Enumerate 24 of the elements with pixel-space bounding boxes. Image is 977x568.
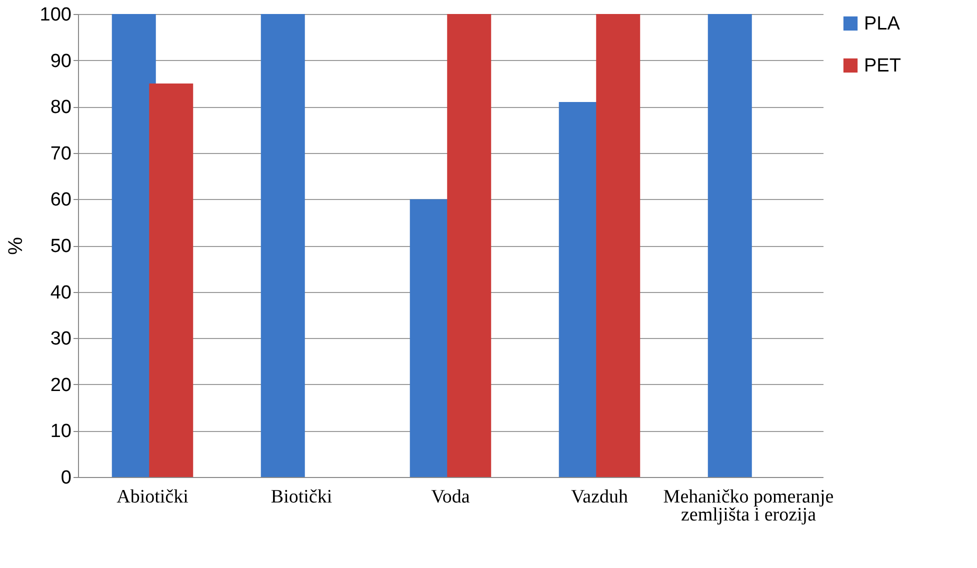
y-tick-label: 40 — [50, 282, 72, 304]
x-tick-label: Voda — [431, 486, 470, 508]
y-tick-label: 0 — [60, 468, 72, 488]
y-tick-label: 10 — [50, 421, 72, 442]
y-tick-label: 90 — [50, 50, 72, 72]
bar — [596, 14, 640, 477]
y-tick-label: 20 — [50, 374, 72, 396]
bar — [447, 14, 492, 477]
x-tick-label: Abiotički — [116, 486, 188, 508]
x-tick-label: Biotički — [270, 486, 332, 508]
bar — [149, 83, 194, 477]
x-tick-label: Mehaničko pomeranje zemljišta i erozija — [663, 486, 834, 526]
y-tick-label: 80 — [50, 97, 72, 118]
y-tick-label: 60 — [50, 190, 72, 211]
x-tick-label: Vazduh — [571, 486, 628, 508]
y-axis-title: % — [4, 236, 27, 255]
bar — [260, 14, 305, 477]
y-tick-label: 70 — [50, 143, 72, 164]
legend-label: PET — [864, 56, 902, 76]
legend-label: PLA — [864, 14, 900, 34]
y-tick-label: 50 — [50, 236, 72, 257]
bar — [708, 14, 752, 477]
y-tick-label: 100 — [40, 4, 72, 26]
y-tick-label: 30 — [50, 328, 72, 350]
